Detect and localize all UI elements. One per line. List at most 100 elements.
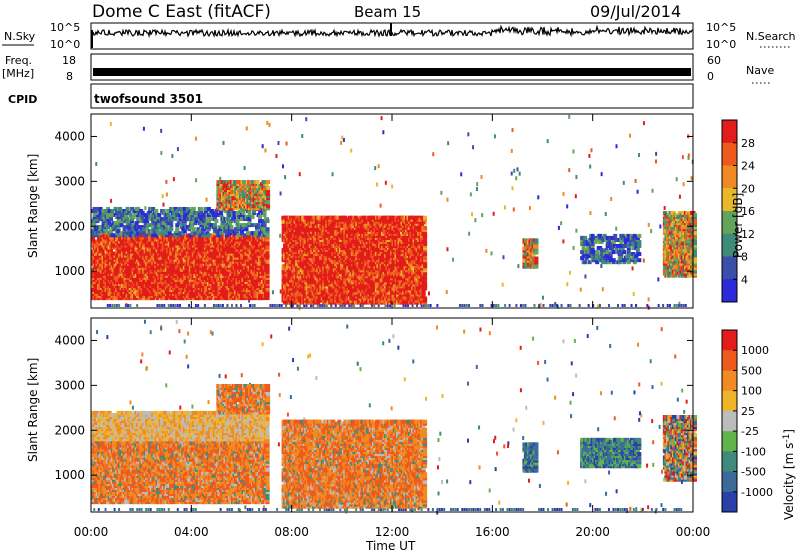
echo-cell bbox=[208, 263, 213, 268]
echo-cell bbox=[440, 190, 443, 195]
echo-cell bbox=[238, 281, 243, 286]
echo-cell bbox=[301, 133, 304, 138]
echo-cell bbox=[167, 231, 172, 236]
echo-cell bbox=[167, 237, 172, 242]
echo-cell bbox=[244, 259, 249, 264]
echo-cell bbox=[218, 265, 223, 270]
echo-cell bbox=[687, 153, 690, 158]
echo-cell bbox=[220, 243, 225, 248]
echo-cell bbox=[537, 304, 540, 307]
echo-cell bbox=[191, 269, 196, 274]
echo-cell bbox=[119, 237, 124, 242]
echo-cell bbox=[241, 277, 246, 282]
echo-cell bbox=[220, 233, 225, 238]
echo-cell bbox=[161, 208, 166, 213]
echo-cell bbox=[249, 271, 254, 276]
echo-cell bbox=[184, 235, 189, 240]
echo-cell bbox=[101, 243, 106, 248]
echo-cell bbox=[416, 304, 419, 307]
echo-cell bbox=[668, 304, 671, 307]
echo-cell bbox=[158, 285, 163, 290]
echo-cell bbox=[574, 194, 577, 199]
echo-cell bbox=[253, 277, 258, 282]
echo-cell bbox=[110, 294, 115, 299]
echo-cell bbox=[181, 233, 186, 238]
echo-cell bbox=[247, 279, 252, 284]
echo-cell bbox=[163, 304, 166, 307]
echo-cell bbox=[169, 235, 174, 240]
echo-cell bbox=[446, 197, 449, 202]
echo-cell bbox=[227, 296, 232, 301]
echo-cell bbox=[223, 267, 228, 272]
echo-cell bbox=[238, 273, 243, 278]
echo-cell bbox=[273, 304, 276, 307]
echo-cell bbox=[191, 290, 196, 295]
echo-cell bbox=[155, 296, 160, 301]
echo-cell bbox=[125, 247, 130, 252]
echo-cell bbox=[226, 253, 231, 258]
echo-cell bbox=[604, 212, 607, 217]
echo-cell bbox=[116, 265, 121, 270]
echo-cell bbox=[185, 255, 190, 260]
echo-cell bbox=[194, 136, 197, 141]
nsky-tick-top: 10^5 bbox=[50, 21, 80, 34]
echo-cell bbox=[190, 277, 195, 282]
echo-cell bbox=[546, 139, 549, 144]
echo-cell bbox=[376, 182, 379, 187]
echo-cell bbox=[167, 275, 172, 280]
echo-cell bbox=[155, 288, 160, 293]
echo-cell bbox=[199, 206, 204, 211]
echo-cell bbox=[118, 296, 123, 301]
echo-cell bbox=[239, 304, 242, 307]
echo-cell bbox=[109, 257, 114, 262]
echo-cell bbox=[128, 261, 133, 266]
echo-cell bbox=[374, 166, 377, 171]
echo-cell bbox=[522, 304, 525, 307]
echo-cell bbox=[106, 279, 111, 284]
echo-cell bbox=[157, 245, 162, 250]
echo-cell bbox=[98, 271, 103, 276]
echo-cell bbox=[116, 277, 121, 282]
echo-cell bbox=[169, 296, 174, 301]
echo-cell bbox=[682, 182, 685, 187]
echo-cell bbox=[249, 257, 254, 262]
echo-cell bbox=[236, 271, 241, 276]
echo-cell bbox=[146, 233, 151, 238]
echo-cell bbox=[134, 290, 139, 295]
echo-cell bbox=[334, 304, 337, 307]
echo-cell bbox=[255, 180, 260, 185]
echo-cell bbox=[250, 215, 255, 220]
echo-cell bbox=[205, 241, 210, 246]
echo-cell bbox=[239, 233, 244, 238]
echo-cell bbox=[635, 304, 638, 307]
echo-cell bbox=[179, 259, 184, 264]
echo-cell bbox=[223, 290, 228, 295]
echo-cell bbox=[680, 304, 683, 307]
echo-cell bbox=[109, 279, 114, 284]
echo-cell bbox=[220, 257, 225, 262]
echo-cell bbox=[568, 168, 571, 173]
echo-cell bbox=[187, 296, 192, 301]
echo-cell bbox=[125, 253, 130, 258]
echo-cell bbox=[176, 221, 181, 226]
echo-cell bbox=[632, 292, 635, 297]
echo-cell bbox=[377, 304, 380, 307]
echo-cell bbox=[166, 290, 171, 295]
echo-cell bbox=[143, 233, 148, 238]
echo-cell bbox=[269, 304, 272, 307]
echo-cell bbox=[109, 235, 114, 240]
echo-cell bbox=[219, 176, 222, 181]
echo-cell bbox=[194, 304, 197, 307]
echo-cell bbox=[167, 304, 170, 307]
echo-cell bbox=[253, 304, 256, 307]
echo-cell bbox=[160, 304, 163, 307]
echo-cell bbox=[208, 235, 213, 240]
echo-cell bbox=[217, 281, 222, 286]
echo-cell bbox=[248, 298, 251, 303]
echo-cell bbox=[107, 251, 112, 256]
echo-cell bbox=[220, 292, 225, 297]
echo-cell bbox=[265, 219, 270, 224]
echo-cell bbox=[146, 281, 151, 286]
echo-cell bbox=[279, 289, 282, 294]
echo-cell bbox=[103, 269, 108, 274]
